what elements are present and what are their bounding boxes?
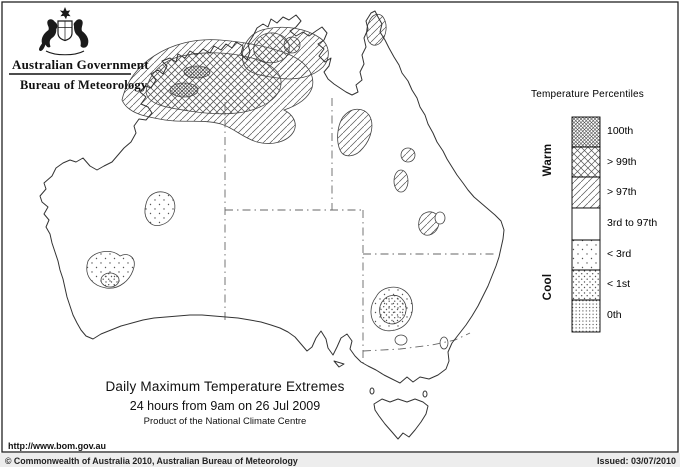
legend-swatch-100th <box>571 116 601 148</box>
legend-label-100th: 100th <box>607 125 634 137</box>
coastline <box>39 10 505 440</box>
legend-label-lt3rd: < 3rd <box>607 248 632 260</box>
map-frame <box>1 1 679 453</box>
legend-warm-label: Warm <box>542 143 554 177</box>
map-subtitle: 24 hours from 9am on 26 Jul 2009 <box>129 399 321 413</box>
legend-label-lt1st: < 1st <box>607 278 631 290</box>
issued-date: Issued: 03/07/2010 <box>596 456 676 466</box>
legend-title: Temperature Percentiles <box>531 89 644 100</box>
legend-label-0th: 0th <box>607 309 622 321</box>
bom-url: http://www.bom.gov.au <box>8 441 106 451</box>
legend-swatch-mid <box>571 207 601 241</box>
legend-swatch-lt3rd <box>571 239 601 271</box>
footer-strip <box>0 453 680 467</box>
legend-label-gt97th: > 97th <box>607 186 637 198</box>
legend-label-gt99th: > 99th <box>607 156 637 168</box>
tasmania-outline <box>373 398 429 440</box>
state-borders <box>224 98 496 366</box>
legend-swatch-gt97th <box>571 176 601 209</box>
bureau-of-meteorology-label: Bureau of Meteorology <box>20 78 148 92</box>
legend-swatches <box>571 116 601 333</box>
legend-label-mid: 3rd to 97th <box>607 217 658 229</box>
australian-government-label: Australian Government <box>12 57 149 72</box>
map-caption-block: Daily Maximum Temperature Extremes 24 ho… <box>25 379 425 427</box>
legend-swatch-0th <box>571 299 601 333</box>
coat-of-arms <box>39 7 89 56</box>
copyright-notice: © Commonwealth of Australia 2010, Austra… <box>5 456 298 466</box>
map-product-line: Product of the National Climate Centre <box>143 416 307 427</box>
map-title: Daily Maximum Temperature Extremes <box>105 379 345 394</box>
percentile-regions <box>86 13 449 350</box>
legend-swatch-gt99th <box>571 146 601 178</box>
legend-swatch-lt1st <box>571 269 601 301</box>
legend-cool-label: Cool <box>542 273 554 301</box>
